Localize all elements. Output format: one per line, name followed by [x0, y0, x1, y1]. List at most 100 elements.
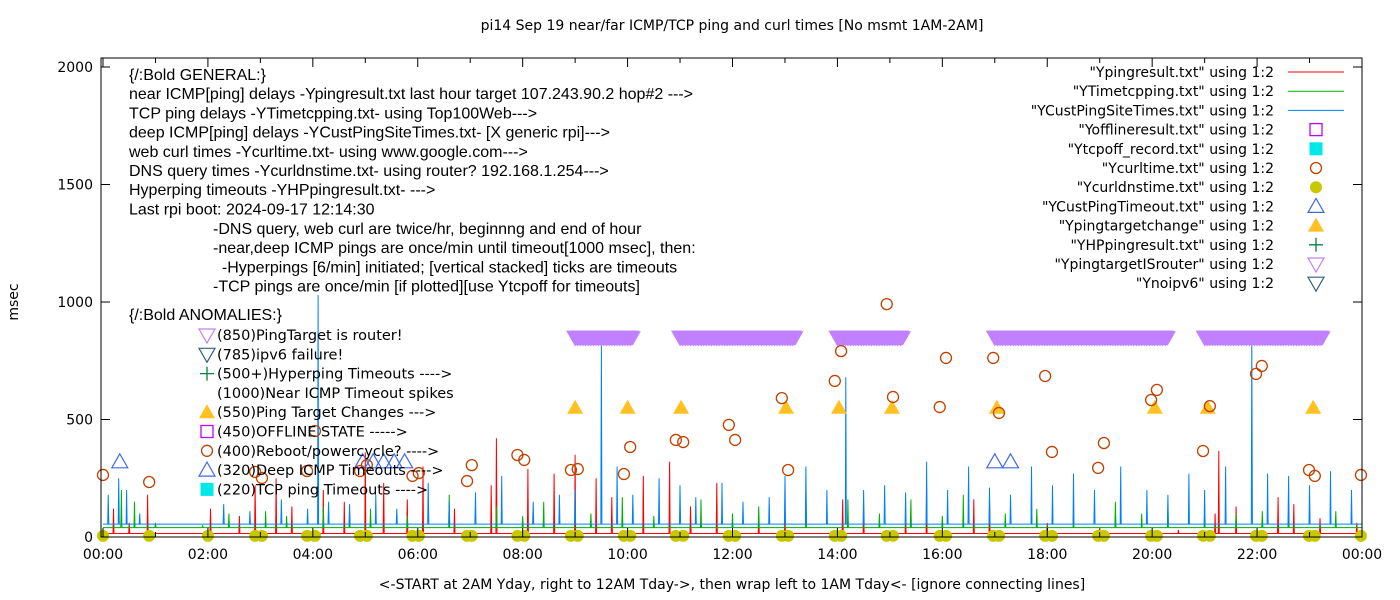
- series-line-2: [103, 294, 1362, 525]
- curl-time-point: [308, 424, 322, 438]
- plot-data: [96, 294, 1368, 542]
- curl-time-point: [412, 466, 425, 480]
- x-tick-label: 20:00: [1132, 547, 1172, 563]
- curl-time-point: [617, 467, 631, 481]
- curl-time-point: [1097, 436, 1111, 450]
- dns-time-point: [518, 529, 531, 542]
- x-tick-label: 00:00: [1342, 547, 1382, 563]
- router-marker-band: [567, 331, 641, 346]
- curl-time-point: [465, 458, 478, 472]
- router-marker-band: [986, 331, 1176, 346]
- curl-time-point: [933, 400, 946, 414]
- dns-time-point: [677, 529, 690, 542]
- curl-time-point: [360, 458, 374, 472]
- legend-entry-label: "Ynoipv6" using 1:2: [1136, 276, 1274, 292]
- detail-note-line: -DNS query, web curl are twice/hr, begin…: [213, 221, 642, 238]
- curl-time-point: [1354, 468, 1368, 482]
- general-note-line: DNS query times -Ycurldnstime.txt- using…: [129, 163, 609, 180]
- deep-icmp-timeout-point: [374, 452, 393, 469]
- router-marker-group: [1195, 330, 1331, 347]
- curl-time-point: [886, 390, 900, 404]
- x-tick-label: 08:00: [502, 547, 542, 563]
- curl-time-point: [460, 474, 474, 488]
- anomaly-symbol-open-down-triangle-icon: [197, 328, 217, 345]
- detail-note-line: -Hyperpings [6/min] initiated; [vertical…: [213, 259, 677, 276]
- x-tick-label: 04:00: [293, 547, 333, 563]
- anomaly-label: (785)ipv6 failure!: [217, 347, 343, 363]
- dns-time-point: [992, 529, 1005, 542]
- dns-time-point: [1045, 529, 1058, 542]
- curl-time-point: [255, 471, 269, 485]
- legend-filled-triangle-icon: [1308, 217, 1324, 232]
- curl-time-point: [939, 351, 953, 365]
- anomaly-symbol-open-circle-icon: [200, 444, 214, 457]
- x-tick-label: 12:00: [712, 547, 752, 563]
- router-marker-band: [1196, 331, 1331, 346]
- legend-entry-label: "Ycurldnstime.txt" using 1:2: [1077, 180, 1274, 196]
- y-tick-label: 0: [84, 530, 93, 546]
- legend-entry-label: "Yofflineresult.txt" using 1:2: [1078, 123, 1274, 139]
- ping-target-change-point: [830, 399, 847, 414]
- curl-time-point: [1308, 469, 1321, 483]
- axes: 00:00 02:00 04:00 06:00 08:00 10:00 12:00 14:00…: [57, 58, 1382, 563]
- anomaly-symbol-open-down-triangle-icon: [197, 347, 217, 364]
- dns-time-point: [465, 529, 478, 542]
- dns-time-point: [1255, 529, 1268, 542]
- curl-time-point: [1203, 399, 1217, 413]
- router-marker-group: [566, 330, 641, 347]
- anomaly-label: (850)PingTarget is router!: [217, 328, 403, 344]
- series-line-1: [103, 489, 1362, 529]
- curl-time-point: [1249, 367, 1263, 381]
- curl-time-point: [571, 462, 584, 476]
- legend-open-triangle-icon: [1306, 197, 1326, 213]
- dns-time-point: [887, 529, 900, 542]
- curl-time-point: [677, 435, 690, 449]
- y-tick-label: 1500: [57, 178, 93, 194]
- curl-time-point: [1091, 461, 1105, 475]
- detail-note-line: -near,deep ICMP pings are once/min until…: [213, 240, 696, 257]
- general-note-line: web curl times -Ycurltime.txt- using www…: [128, 144, 528, 161]
- legend-entry-label: "Ypingresult.txt" using 1:2: [1089, 65, 1274, 81]
- curl-time-point: [1039, 369, 1052, 383]
- ping-target-change-point: [567, 399, 584, 414]
- x-tick-label: 00:00: [83, 547, 123, 563]
- dns-time-point: [782, 529, 795, 542]
- curl-time-point: [1196, 444, 1210, 458]
- dns-time-point: [143, 529, 156, 542]
- router-marker-band: [672, 331, 804, 346]
- dns-time-point: [1354, 529, 1367, 542]
- curl-time-point: [518, 453, 531, 467]
- legend-entry-label: "YpingtargetISrouter" using 1:2: [1054, 257, 1274, 273]
- x-tick-label: 16:00: [922, 547, 962, 563]
- curl-time-point: [300, 464, 314, 478]
- anomaly-label: (500+)Hyperping Timeouts ---->: [217, 367, 452, 383]
- anomaly-symbol-filled-square-icon: [200, 482, 214, 496]
- curl-time-point: [880, 297, 893, 311]
- dns-time-point: [360, 529, 373, 542]
- deep-icmp-timeout-point: [385, 452, 404, 469]
- dns-time-point: [940, 529, 953, 542]
- curl-time-point: [1255, 359, 1268, 373]
- anomaly-label: (550)Ping Target Changes --->: [217, 405, 436, 421]
- y-tick-label: 1000: [57, 295, 93, 311]
- dns-time-point: [308, 529, 321, 542]
- general-note-line: TCP ping delays -YTimetcpping.txt- using…: [129, 105, 537, 122]
- general-note-line: {/:Bold GENERAL:}: [129, 67, 267, 84]
- router-marker-group: [671, 330, 804, 347]
- curl-time-point: [828, 374, 841, 388]
- x-tick-label: 22:00: [1237, 547, 1277, 563]
- anomalies-title: {/:Bold ANOMALIES:}: [129, 307, 283, 324]
- ping-target-change-point: [883, 399, 900, 414]
- legend-entry-label: "Ytcpoff_record.txt" using 1:2: [1068, 142, 1274, 158]
- deep-icmp-timeout-point: [985, 452, 1004, 469]
- dns-time-point: [1150, 529, 1163, 542]
- curl-time-point: [96, 468, 110, 482]
- dns-time-point: [624, 529, 637, 542]
- ping-target-change-point: [1146, 399, 1163, 414]
- curl-time-point: [624, 440, 637, 454]
- general-note-line: deep ICMP[ping] delays -YCustPingSiteTim…: [129, 125, 610, 142]
- legend-entry-label: "Ypingtargetchange" using 1:2: [1059, 219, 1274, 235]
- curl-time-point: [728, 433, 742, 447]
- anomaly-label: (450)OFFLINE STATE ----->: [217, 425, 408, 441]
